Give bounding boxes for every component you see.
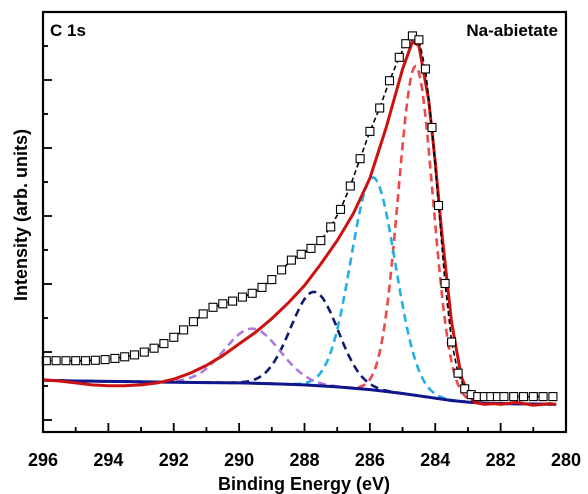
data-point-marker [335, 204, 346, 214]
data-point-marker [80, 356, 91, 366]
data-point-marker [179, 325, 189, 335]
x-tick-label: 284 [420, 450, 450, 470]
x-tick-label: 286 [355, 450, 385, 470]
axis-ticks [42, 45, 567, 432]
data-point-marker [316, 236, 326, 246]
data-point-marker [257, 282, 267, 292]
data-point-marker [453, 368, 463, 378]
data-point-marker [306, 243, 316, 253]
component-287-7-curve [46, 290, 552, 406]
data-point-marker [509, 392, 519, 402]
data-point-marker [139, 347, 149, 357]
data-point-marker [237, 292, 247, 302]
data-point-marker [414, 35, 424, 45]
y-axis-title: Intensity (arb. units) [11, 129, 31, 301]
data-point-marker [384, 76, 395, 86]
data-point-marker [110, 353, 120, 363]
data-point-marker [286, 255, 296, 265]
data-point-marker [51, 356, 61, 366]
data-point-marker [120, 352, 130, 362]
data-point-marker [218, 299, 228, 309]
data-point-marker [440, 278, 450, 289]
x-axis-title: Binding Energy (eV) [218, 474, 390, 494]
data-point-marker [518, 392, 529, 402]
envelope-fit-line [42, 39, 557, 407]
data-point-marker [208, 302, 218, 312]
data-point-marker [345, 181, 355, 191]
data-point-marker [433, 200, 444, 211]
x-tick-label: 290 [224, 450, 254, 470]
x-tick-label: 292 [159, 450, 189, 470]
panel-label: C 1s [50, 21, 86, 40]
sample-label: Na-abietate [466, 21, 558, 40]
data-point-marker [61, 356, 71, 366]
data-point-marker [228, 296, 238, 306]
data-point-marker [355, 154, 365, 164]
x-tick-label: 288 [289, 450, 319, 470]
data-point-marker [365, 126, 375, 136]
data-point-marker [129, 350, 140, 360]
plot-frame [41, 10, 568, 434]
data-point-marker [159, 339, 169, 349]
data-point-marker [375, 103, 385, 113]
data-point-marker [548, 392, 558, 402]
data-point-marker [267, 275, 277, 285]
data-point-marker [528, 392, 538, 402]
x-tick-label: 280 [551, 450, 581, 470]
data-point-marker [198, 309, 208, 319]
data-point-marker [420, 64, 430, 74]
x-tick-label: 282 [486, 450, 516, 470]
data-point-marker [277, 265, 287, 275]
data-point-marker [326, 222, 336, 232]
data-point-marker [401, 39, 411, 49]
data-point-marker [499, 392, 509, 402]
data-point-marker [427, 122, 437, 133]
data-point-marker [247, 288, 257, 298]
data-point-marker [149, 343, 159, 353]
data-point-marker [296, 249, 306, 259]
data-point-marker [90, 355, 100, 365]
x-tick-label: 296 [28, 450, 58, 470]
x-tick-label: 294 [93, 450, 123, 470]
data-point-marker [100, 355, 110, 365]
data-point-marker [188, 317, 198, 327]
data-point-marker [71, 356, 81, 366]
data-guide-line [46, 34, 553, 398]
data-point-marker [394, 52, 404, 62]
data-point-marker [447, 337, 457, 347]
data-point-marker [169, 332, 179, 342]
data-point-marker [538, 392, 548, 402]
data-point-marker [460, 384, 470, 394]
